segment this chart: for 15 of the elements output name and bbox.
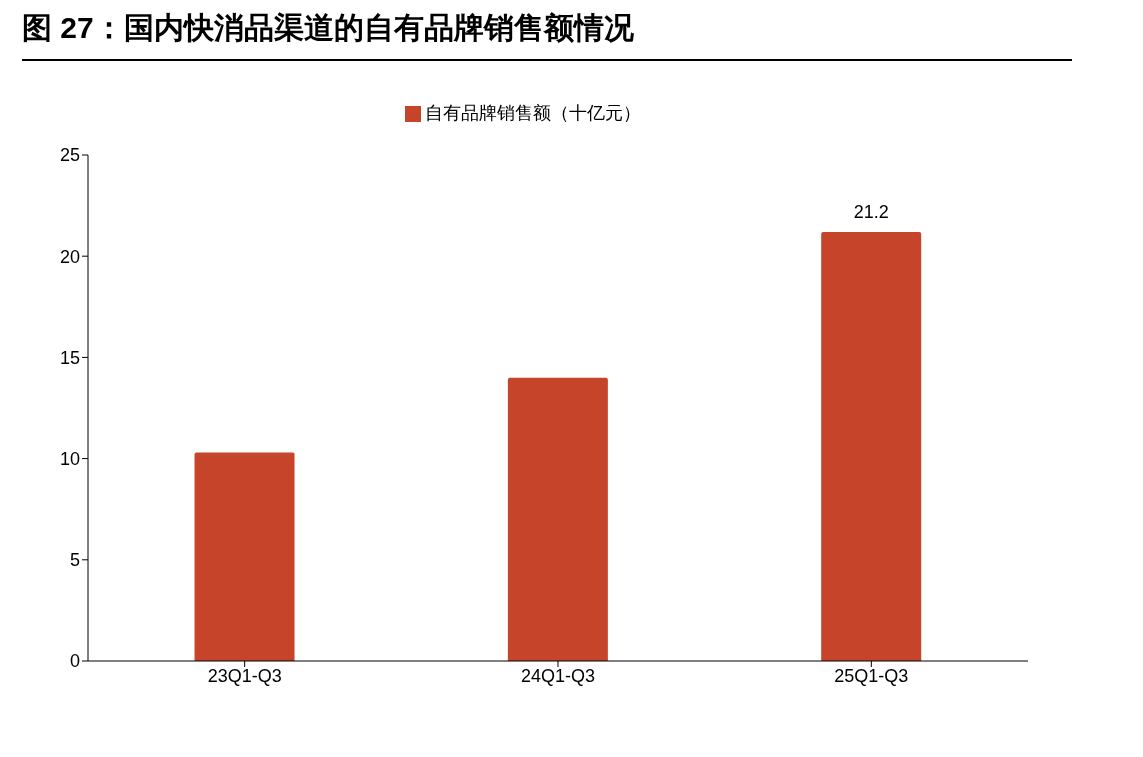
bar <box>507 377 608 661</box>
x-tick-label: 25Q1-Q3 <box>834 665 909 686</box>
y-tick-label: 5 <box>69 550 80 571</box>
x-tick-label: 24Q1-Q3 <box>520 665 596 686</box>
bar <box>194 452 295 661</box>
y-tick-label: 10 <box>59 448 80 469</box>
y-tick-label: 15 <box>59 347 80 368</box>
bar <box>821 231 922 661</box>
data-label: 21.2 <box>853 201 889 222</box>
y-tick-label: 0 <box>69 651 80 672</box>
x-tick-label: 23Q1-Q3 <box>207 665 282 686</box>
y-tick-label: 20 <box>59 246 80 267</box>
chart-title: 图 27：国内快消品渠道的自有品牌销售额情况 <box>22 8 1072 61</box>
y-tick-label: 25 <box>59 145 80 166</box>
legend-label: 自有品牌销售额（十亿元） <box>425 103 641 123</box>
